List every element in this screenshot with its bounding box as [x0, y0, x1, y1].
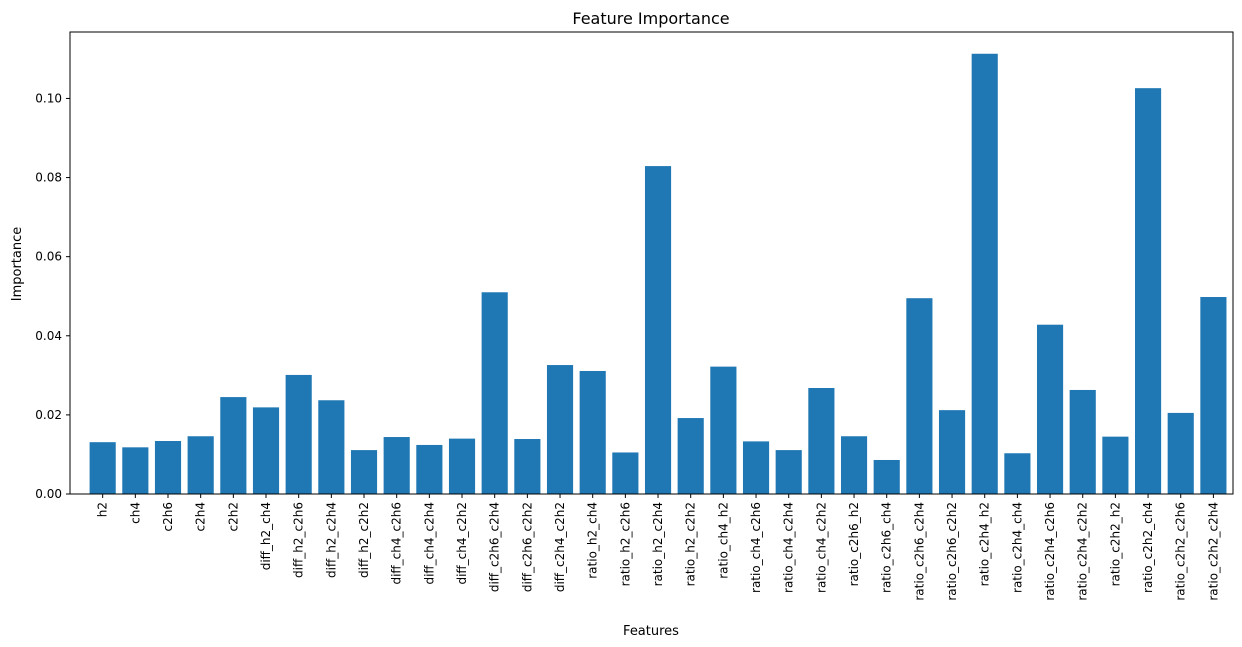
x-tick-label: diff_ch4_c2h2 [455, 502, 469, 585]
bar-c2h4 [187, 436, 214, 494]
bar-diff_ch4_c2h2 [448, 438, 476, 494]
x-axis-label: Features [623, 624, 679, 639]
x-tick-label: ratio_c2h6_c2h2 [945, 502, 959, 601]
bar-diff_c2h4_c2h2 [546, 365, 574, 494]
x-tick-label: ratio_c2h2_c2h6 [1174, 502, 1188, 601]
x-tick-label: ratio_ch4_c2h6 [749, 502, 763, 593]
x-tick-label: diff_c2h6_c2h2 [520, 502, 534, 592]
bar-ratio_c2h6_h2 [840, 436, 868, 494]
x-tick-label: ratio_c2h6_c2h4 [912, 502, 926, 601]
bar-ratio_c2h4_ch4 [1004, 453, 1031, 494]
x-tick-label: diff_h2_c2h2 [357, 502, 371, 578]
chart-title: Feature Importance [572, 9, 729, 28]
bar-diff_c2h6_c2h2 [514, 439, 541, 494]
x-tick-label: ratio_c2h2_h2 [1108, 502, 1122, 586]
bar-diff_h2_c2h6 [285, 374, 312, 494]
bar-c2h2 [220, 397, 247, 494]
bar-ratio_c2h4_c2h2 [1069, 389, 1096, 494]
x-tick-label: ratio_c2h4_h2 [978, 502, 992, 586]
y-tick-label: 0.04 [35, 329, 62, 343]
x-tick-label: diff_ch4_c2h6 [390, 502, 404, 585]
x-tick-label: ratio_h2_c2h2 [684, 502, 698, 586]
bar-ratio_h2_ch4 [579, 370, 606, 494]
bar-ratio_h2_c2h6 [612, 452, 639, 494]
plot-frame [69, 31, 1234, 495]
bar-ratio_c2h6_c2h2 [938, 410, 966, 494]
bar-ratio_h2_c2h4 [644, 166, 672, 494]
x-tick-label: diff_c2h6_c2h4 [488, 502, 502, 592]
x-tick-label: ratio_c2h4_ch4 [1010, 502, 1024, 593]
x-tick-label: ratio_c2h2_ch4 [1141, 502, 1155, 593]
bar-c2h6 [154, 440, 182, 494]
bar-ratio_c2h2_h2 [1102, 436, 1129, 494]
bar-ratio_ch4_c2h4 [775, 450, 802, 494]
x-tick-label: c2h4 [194, 502, 208, 531]
bar-ratio_c2h4_h2 [971, 53, 998, 495]
bar-diff_ch4_c2h4 [416, 444, 443, 494]
x-tick-label: ratio_h2_c2h4 [651, 502, 665, 586]
x-tick-label: diff_h2_c2h6 [292, 502, 306, 578]
y-axis: 0.00 0.02 0.04 0.06 0.08 0.10 [35, 91, 70, 501]
x-tick-label: ratio_h2_c2h6 [618, 502, 632, 586]
x-tick-label: c2h2 [226, 502, 240, 531]
bar-ratio_c2h6_ch4 [873, 459, 900, 494]
y-axis-label: Importance [10, 227, 25, 302]
bar-diff_h2_c2h2 [350, 450, 378, 494]
x-tick-label: ratio_c2h4_c2h6 [1043, 502, 1057, 601]
y-tick-label: 0.00 [35, 487, 62, 501]
x-tick-label: ratio_ch4_c2h4 [782, 502, 796, 593]
x-axis: h2 ch4 c2h6 c2h4 c2h2 diff_h2_ch4 diff_h2_c2h6… [96, 494, 1220, 601]
y-tick-label: 0.08 [35, 171, 62, 185]
x-tick-label: diff_ch4_c2h4 [422, 502, 436, 585]
x-tick-label: ratio_c2h2_c2h4 [1206, 502, 1220, 601]
bar-diff_ch4_c2h6 [383, 437, 410, 494]
x-tick-label: diff_h2_c2h4 [324, 502, 338, 578]
bar-ratio_ch4_h2 [710, 366, 737, 494]
x-tick-label: ratio_ch4_h2 [716, 502, 730, 579]
bar-ratio_c2h2_ch4 [1134, 88, 1162, 494]
x-tick-label: ratio_c2h6_h2 [847, 502, 861, 586]
bar-ch4 [122, 447, 149, 494]
y-tick-label: 0.10 [35, 91, 62, 105]
bar-ratio_c2h2_c2h6 [1167, 412, 1194, 494]
x-tick-label: diff_h2_ch4 [259, 502, 273, 570]
bar-ratio_c2h4_c2h6 [1036, 324, 1064, 494]
x-tick-label: ch4 [128, 502, 142, 524]
x-tick-label: ratio_c2h6_ch4 [880, 502, 894, 593]
bars-group [89, 53, 1227, 495]
x-tick-label: ratio_h2_ch4 [586, 502, 600, 579]
bar-diff_h2_ch4 [252, 407, 280, 494]
x-tick-label: c2h6 [161, 502, 175, 531]
bar-ratio_h2_c2h2 [677, 418, 704, 494]
x-tick-label: ratio_ch4_c2h2 [814, 502, 828, 593]
y-tick-label: 0.06 [35, 250, 62, 264]
x-tick-label: ratio_c2h4_c2h2 [1076, 502, 1090, 601]
bar-ratio_ch4_c2h6 [742, 441, 770, 494]
bar-ratio_ch4_c2h2 [808, 387, 835, 494]
x-tick-label: h2 [96, 502, 110, 517]
x-tick-label: diff_c2h4_c2h2 [553, 502, 567, 592]
bar-h2 [89, 442, 116, 494]
bar-diff_h2_c2h4 [318, 400, 345, 494]
bar-diff_c2h6_c2h4 [481, 292, 508, 494]
bar-ratio_c2h2_c2h4 [1200, 297, 1227, 494]
y-tick-label: 0.02 [35, 408, 62, 422]
bar-ratio_c2h6_c2h4 [906, 298, 933, 494]
